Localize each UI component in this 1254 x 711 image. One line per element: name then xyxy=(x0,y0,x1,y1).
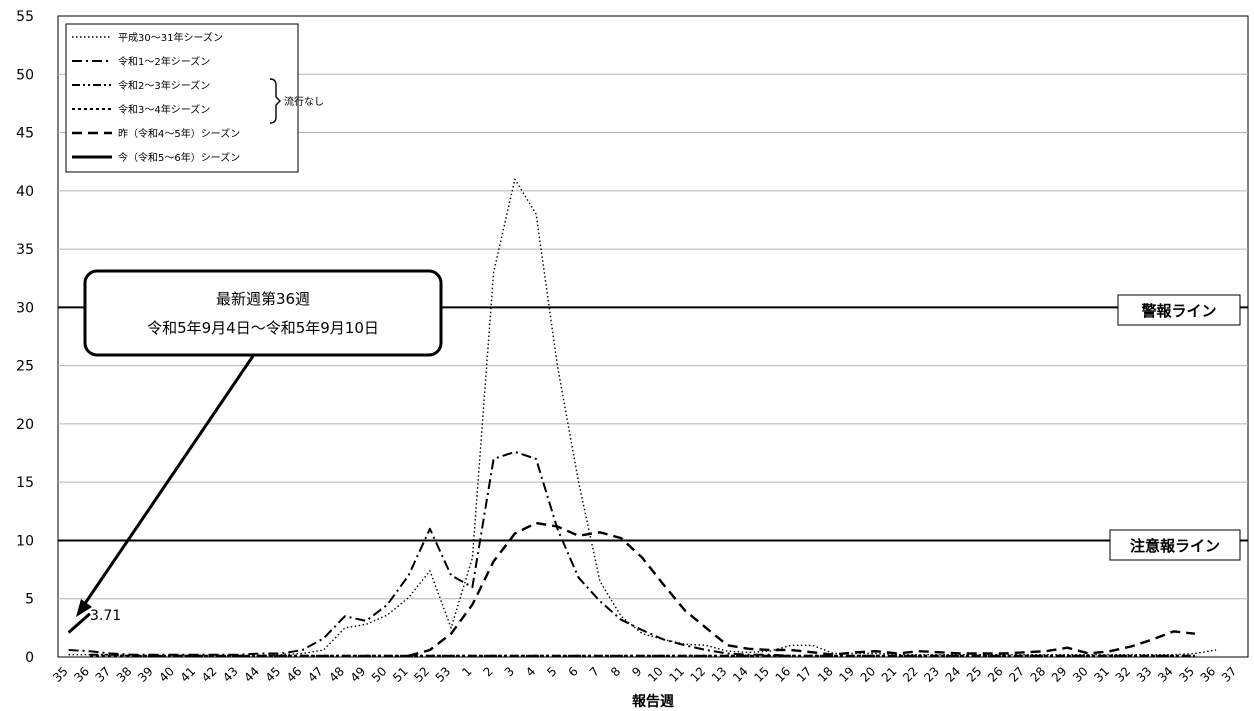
y-tick-label: 10 xyxy=(16,533,34,549)
y-tick-label: 5 xyxy=(25,592,34,608)
legend-label: 平成30～31年シーズン xyxy=(118,31,223,44)
x-tick-label: 33 xyxy=(1134,664,1155,685)
x-tick-label: 37 xyxy=(1219,664,1240,685)
x-tick-label: 10 xyxy=(645,664,666,685)
x-tick-label: 30 xyxy=(1070,664,1091,685)
latest-week-line2: 令和5年9月4日～令和5年9月10日 xyxy=(147,319,379,337)
x-tick-label: 40 xyxy=(156,664,177,685)
x-tick-label: 29 xyxy=(1049,664,1070,685)
x-tick-label: 19 xyxy=(836,664,857,685)
series-line-1 xyxy=(68,450,792,657)
y-axis-ticks: 0 5 10 15 20 25 30 35 40 45 50 55 xyxy=(16,9,34,666)
x-tick-label: 39 xyxy=(135,664,156,685)
advisory-line-label: 注意報ライン xyxy=(1130,537,1220,555)
x-tick-label: 32 xyxy=(1113,664,1134,685)
x-tick-label: 26 xyxy=(985,664,1006,685)
callout-arrow xyxy=(82,355,255,606)
callout-arrowhead xyxy=(76,599,92,617)
x-tick-label: 52 xyxy=(411,664,432,685)
series-lines xyxy=(67,178,1217,657)
x-tick-label: 3 xyxy=(502,664,517,679)
y-tick-label: 30 xyxy=(16,300,34,316)
x-tick-label: 48 xyxy=(326,664,347,685)
x-tick-label: 45 xyxy=(263,664,284,685)
x-tick-label: 36 xyxy=(71,664,92,685)
x-tick-label: 22 xyxy=(900,664,921,685)
x-tick-label: 1 xyxy=(459,664,474,679)
x-axis-label: 報告週 xyxy=(632,693,674,710)
y-tick-label: 50 xyxy=(16,67,34,83)
y-tick-label: 55 xyxy=(16,9,34,25)
y-tick-label: 20 xyxy=(16,417,34,433)
x-tick-label: 46 xyxy=(284,664,305,685)
y-tick-label: 35 xyxy=(16,242,34,258)
x-tick-label: 51 xyxy=(390,664,411,685)
x-tick-label: 16 xyxy=(773,664,794,685)
y-tick-label: 40 xyxy=(16,184,34,200)
x-tick-label: 23 xyxy=(921,664,942,685)
latest-week-callout: 最新週第36週 令和5年9月4日～令和5年9月10日 xyxy=(76,269,443,617)
latest-week-line1: 最新週第36週 xyxy=(216,290,310,308)
legend-label: 今（令和5～6年）シーズン xyxy=(118,151,240,164)
legend-bracket-label: 流行なし xyxy=(284,95,324,108)
legend-label: 昨（令和4～5年）シーズン xyxy=(118,127,240,140)
x-tick-label: 49 xyxy=(348,664,369,685)
x-tick-label: 43 xyxy=(220,664,241,685)
x-tick-label: 42 xyxy=(199,664,220,685)
x-tick-label: 35 xyxy=(1176,664,1197,685)
series-line-5 xyxy=(67,612,91,634)
x-tick-label: 37 xyxy=(93,664,114,685)
y-tick-label: 15 xyxy=(16,475,34,491)
x-tick-label: 17 xyxy=(794,664,815,685)
y-tick-label: 25 xyxy=(16,359,34,375)
y-tick-label: 0 xyxy=(25,650,34,666)
x-tick-label: 6 xyxy=(565,664,580,679)
x-tick-label: 50 xyxy=(369,664,390,685)
alert-line-label: 警報ライン xyxy=(1140,302,1216,320)
x-tick-label: 28 xyxy=(1028,664,1049,685)
x-tick-label: 4 xyxy=(523,664,538,679)
x-tick-label: 18 xyxy=(815,664,836,685)
x-tick-label: 53 xyxy=(433,664,454,685)
legend-label: 令和1～2年シーズン xyxy=(118,55,210,68)
y-tick-label: 45 xyxy=(16,126,34,142)
x-axis-ticks: 35 36 37 38 39 40 41 42 43 44 45 46 47 48 49 50 51 52 53 1 2… xyxy=(50,664,1239,685)
legend-bracket xyxy=(269,78,281,124)
legend-items: 平成30～31年シーズン令和1～2年シーズン令和2～3年シーズン令和3～4年シー… xyxy=(72,31,240,164)
x-tick-label: 25 xyxy=(964,664,985,685)
alert-line-label-box: 警報ライン xyxy=(1117,294,1241,326)
advisory-line-label-box: 注意報ライン xyxy=(1109,529,1241,561)
x-tick-label: 5 xyxy=(544,664,559,679)
legend-label: 令和2～3年シーズン xyxy=(118,79,210,92)
x-tick-label: 13 xyxy=(709,664,730,685)
x-tick-label: 9 xyxy=(629,664,644,679)
x-tick-label: 36 xyxy=(1198,664,1219,685)
x-tick-label: 12 xyxy=(688,664,709,685)
x-tick-label: 24 xyxy=(943,664,964,685)
x-tick-label: 35 xyxy=(50,664,71,685)
current-value-label: 3.71 xyxy=(90,608,121,624)
legend: 平成30～31年シーズン令和1～2年シーズン令和2～3年シーズン令和3～4年シー… xyxy=(65,23,324,173)
x-tick-label: 15 xyxy=(751,664,772,685)
x-tick-label: 38 xyxy=(114,664,135,685)
x-tick-label: 21 xyxy=(879,664,900,685)
x-tick-label: 34 xyxy=(1155,664,1176,685)
x-tick-label: 27 xyxy=(1006,664,1027,685)
x-tick-label: 8 xyxy=(608,664,623,679)
x-tick-label: 47 xyxy=(305,664,326,685)
x-tick-label: 31 xyxy=(1091,664,1112,685)
legend-label: 令和3～4年シーズン xyxy=(118,103,210,116)
x-tick-label: 7 xyxy=(587,664,602,679)
x-tick-label: 20 xyxy=(858,664,879,685)
x-tick-label: 11 xyxy=(666,664,687,685)
x-tick-label: 44 xyxy=(241,664,262,685)
series-line-4 xyxy=(408,521,1196,657)
x-tick-label: 2 xyxy=(480,664,495,679)
x-tick-label: 14 xyxy=(730,664,751,685)
x-tick-label: 41 xyxy=(178,664,199,685)
